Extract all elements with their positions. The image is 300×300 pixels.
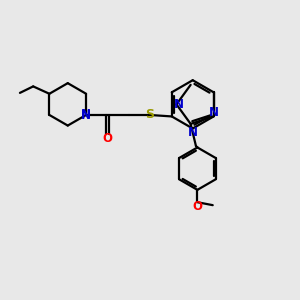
Text: O: O [193,200,203,212]
Text: O: O [102,132,112,145]
Text: S: S [145,109,154,122]
Text: N: N [81,109,91,122]
Text: N: N [209,106,219,119]
Text: N: N [81,108,91,121]
Text: N: N [174,98,184,111]
Text: N: N [188,126,198,139]
